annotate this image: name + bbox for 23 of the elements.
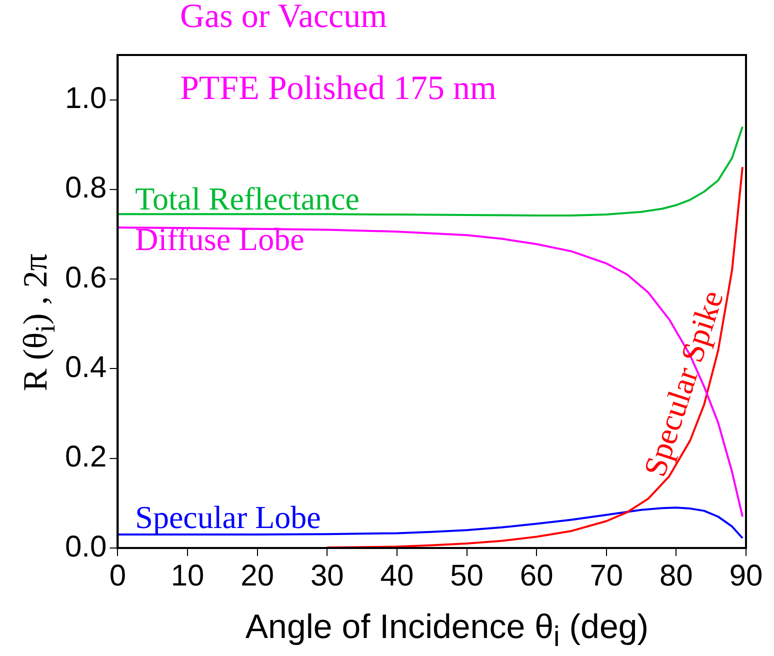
annotation: PTFE Polished 175 nm xyxy=(180,70,496,108)
x-tick-label: 0 xyxy=(109,559,126,592)
x-tick-label: 50 xyxy=(450,559,484,592)
y-tick-label: 0.2 xyxy=(64,440,107,474)
x-tick-label: 90 xyxy=(729,559,763,592)
y-tick-label: 0.0 xyxy=(64,530,107,564)
x-tick-label: 20 xyxy=(240,559,274,592)
series-label: Diffuse Lobe xyxy=(135,220,304,257)
text: Specular Spike xyxy=(636,286,730,480)
chart-title: Gas or Vaccum xyxy=(180,0,388,36)
y-tick-label: 0.4 xyxy=(64,350,107,384)
y-tick-label: 0.6 xyxy=(64,261,107,294)
series-label: Specular Lobe xyxy=(135,498,321,535)
y-tick-label: 0.8 xyxy=(64,172,107,205)
x-axis-title: Angle of Incidence θ$_{i}$ (deg) xyxy=(244,608,650,654)
x-tick-label: 40 xyxy=(380,559,414,592)
x-tick-label: 60 xyxy=(520,559,554,592)
x-tick-label: 30 xyxy=(310,559,344,592)
y-tick-label: 1.0 xyxy=(64,82,107,116)
x-tick-label: 10 xyxy=(170,559,204,592)
x-tick-label: 70 xyxy=(590,559,624,592)
series-label: Total Reflectance xyxy=(135,180,360,217)
x-tick-label: 80 xyxy=(660,559,693,592)
